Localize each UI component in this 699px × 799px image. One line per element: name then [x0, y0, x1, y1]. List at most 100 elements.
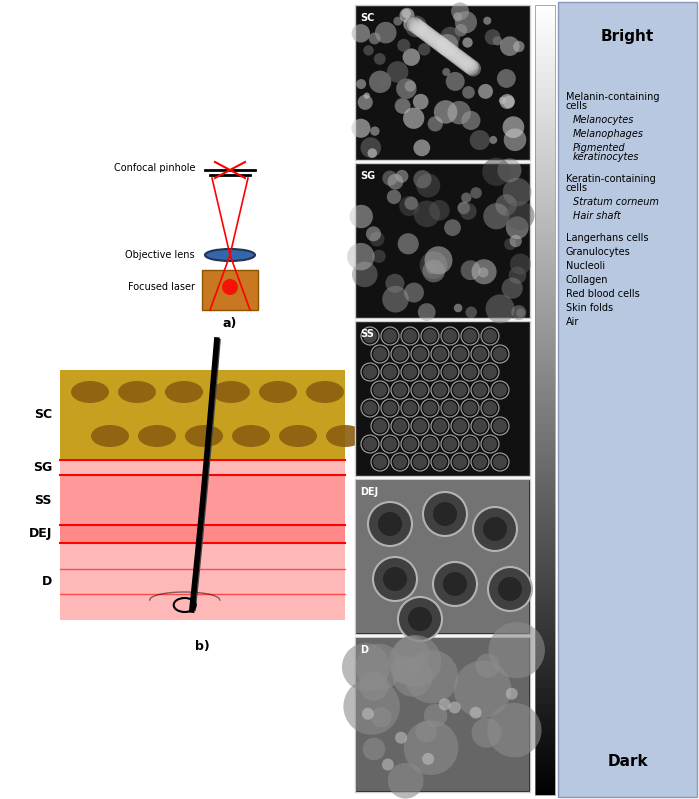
FancyBboxPatch shape — [535, 195, 555, 198]
Circle shape — [370, 232, 384, 247]
FancyBboxPatch shape — [535, 33, 555, 37]
Circle shape — [433, 37, 449, 53]
FancyBboxPatch shape — [535, 9, 555, 13]
FancyBboxPatch shape — [535, 198, 555, 202]
FancyBboxPatch shape — [535, 151, 555, 155]
FancyBboxPatch shape — [535, 610, 555, 614]
FancyBboxPatch shape — [535, 159, 555, 163]
FancyBboxPatch shape — [535, 419, 555, 423]
Circle shape — [444, 219, 461, 236]
Circle shape — [472, 718, 501, 748]
FancyBboxPatch shape — [535, 763, 555, 767]
FancyBboxPatch shape — [535, 266, 555, 269]
Circle shape — [395, 98, 410, 113]
Circle shape — [493, 36, 502, 46]
FancyBboxPatch shape — [535, 744, 555, 748]
Circle shape — [497, 69, 516, 88]
Text: Focused laser: Focused laser — [128, 282, 195, 292]
Circle shape — [371, 707, 391, 727]
Circle shape — [403, 329, 417, 343]
FancyBboxPatch shape — [535, 574, 555, 578]
FancyBboxPatch shape — [535, 242, 555, 246]
Circle shape — [443, 329, 457, 343]
Circle shape — [397, 39, 410, 52]
FancyBboxPatch shape — [535, 756, 555, 760]
Circle shape — [393, 419, 407, 433]
Circle shape — [463, 365, 477, 379]
FancyBboxPatch shape — [60, 525, 345, 543]
Circle shape — [466, 307, 477, 318]
FancyBboxPatch shape — [535, 487, 555, 491]
FancyBboxPatch shape — [535, 439, 555, 443]
FancyBboxPatch shape — [535, 547, 555, 550]
Circle shape — [368, 502, 412, 546]
Circle shape — [405, 81, 416, 92]
FancyBboxPatch shape — [535, 155, 555, 159]
Text: cells: cells — [566, 101, 588, 111]
Circle shape — [489, 622, 545, 678]
FancyBboxPatch shape — [535, 475, 555, 479]
FancyBboxPatch shape — [535, 570, 555, 574]
FancyBboxPatch shape — [535, 602, 555, 606]
FancyBboxPatch shape — [535, 368, 555, 372]
Circle shape — [394, 17, 402, 26]
Text: cells: cells — [566, 183, 588, 193]
Ellipse shape — [165, 381, 203, 403]
Circle shape — [447, 47, 463, 63]
Circle shape — [385, 274, 405, 292]
FancyBboxPatch shape — [535, 5, 555, 9]
Text: Melanin-containing: Melanin-containing — [566, 92, 659, 102]
Circle shape — [363, 365, 377, 379]
Text: Nucleoli: Nucleoli — [566, 261, 605, 271]
FancyBboxPatch shape — [60, 543, 345, 620]
Circle shape — [363, 93, 370, 99]
FancyBboxPatch shape — [535, 455, 555, 459]
Circle shape — [449, 702, 461, 714]
Circle shape — [383, 567, 407, 591]
Circle shape — [509, 267, 526, 284]
FancyBboxPatch shape — [535, 431, 555, 435]
FancyBboxPatch shape — [60, 460, 345, 475]
Circle shape — [433, 502, 457, 526]
FancyBboxPatch shape — [535, 736, 555, 740]
FancyBboxPatch shape — [355, 479, 530, 634]
Circle shape — [504, 238, 516, 250]
Circle shape — [486, 294, 514, 324]
FancyBboxPatch shape — [535, 191, 555, 195]
Circle shape — [446, 72, 465, 91]
FancyBboxPatch shape — [356, 638, 529, 791]
FancyBboxPatch shape — [535, 427, 555, 431]
Circle shape — [433, 455, 447, 469]
FancyBboxPatch shape — [60, 475, 345, 525]
FancyBboxPatch shape — [535, 752, 555, 756]
Circle shape — [459, 56, 475, 72]
Ellipse shape — [326, 425, 364, 447]
FancyBboxPatch shape — [535, 760, 555, 763]
Circle shape — [470, 62, 478, 70]
Circle shape — [370, 126, 380, 136]
Circle shape — [461, 111, 480, 130]
Circle shape — [403, 18, 417, 31]
FancyBboxPatch shape — [535, 262, 555, 266]
Text: Granulocytes: Granulocytes — [566, 247, 630, 257]
FancyBboxPatch shape — [535, 337, 555, 340]
FancyBboxPatch shape — [535, 423, 555, 427]
FancyBboxPatch shape — [535, 392, 555, 396]
Circle shape — [373, 419, 387, 433]
Circle shape — [423, 29, 439, 45]
FancyBboxPatch shape — [535, 17, 555, 21]
Circle shape — [445, 46, 461, 62]
FancyBboxPatch shape — [535, 775, 555, 779]
FancyBboxPatch shape — [535, 531, 555, 535]
Circle shape — [447, 101, 471, 125]
FancyBboxPatch shape — [535, 511, 555, 515]
FancyBboxPatch shape — [535, 633, 555, 637]
Ellipse shape — [259, 381, 297, 403]
Circle shape — [415, 721, 437, 742]
FancyBboxPatch shape — [535, 740, 555, 744]
FancyBboxPatch shape — [355, 5, 530, 160]
Circle shape — [461, 260, 480, 280]
Circle shape — [415, 23, 431, 39]
FancyBboxPatch shape — [535, 566, 555, 570]
Circle shape — [483, 517, 507, 541]
